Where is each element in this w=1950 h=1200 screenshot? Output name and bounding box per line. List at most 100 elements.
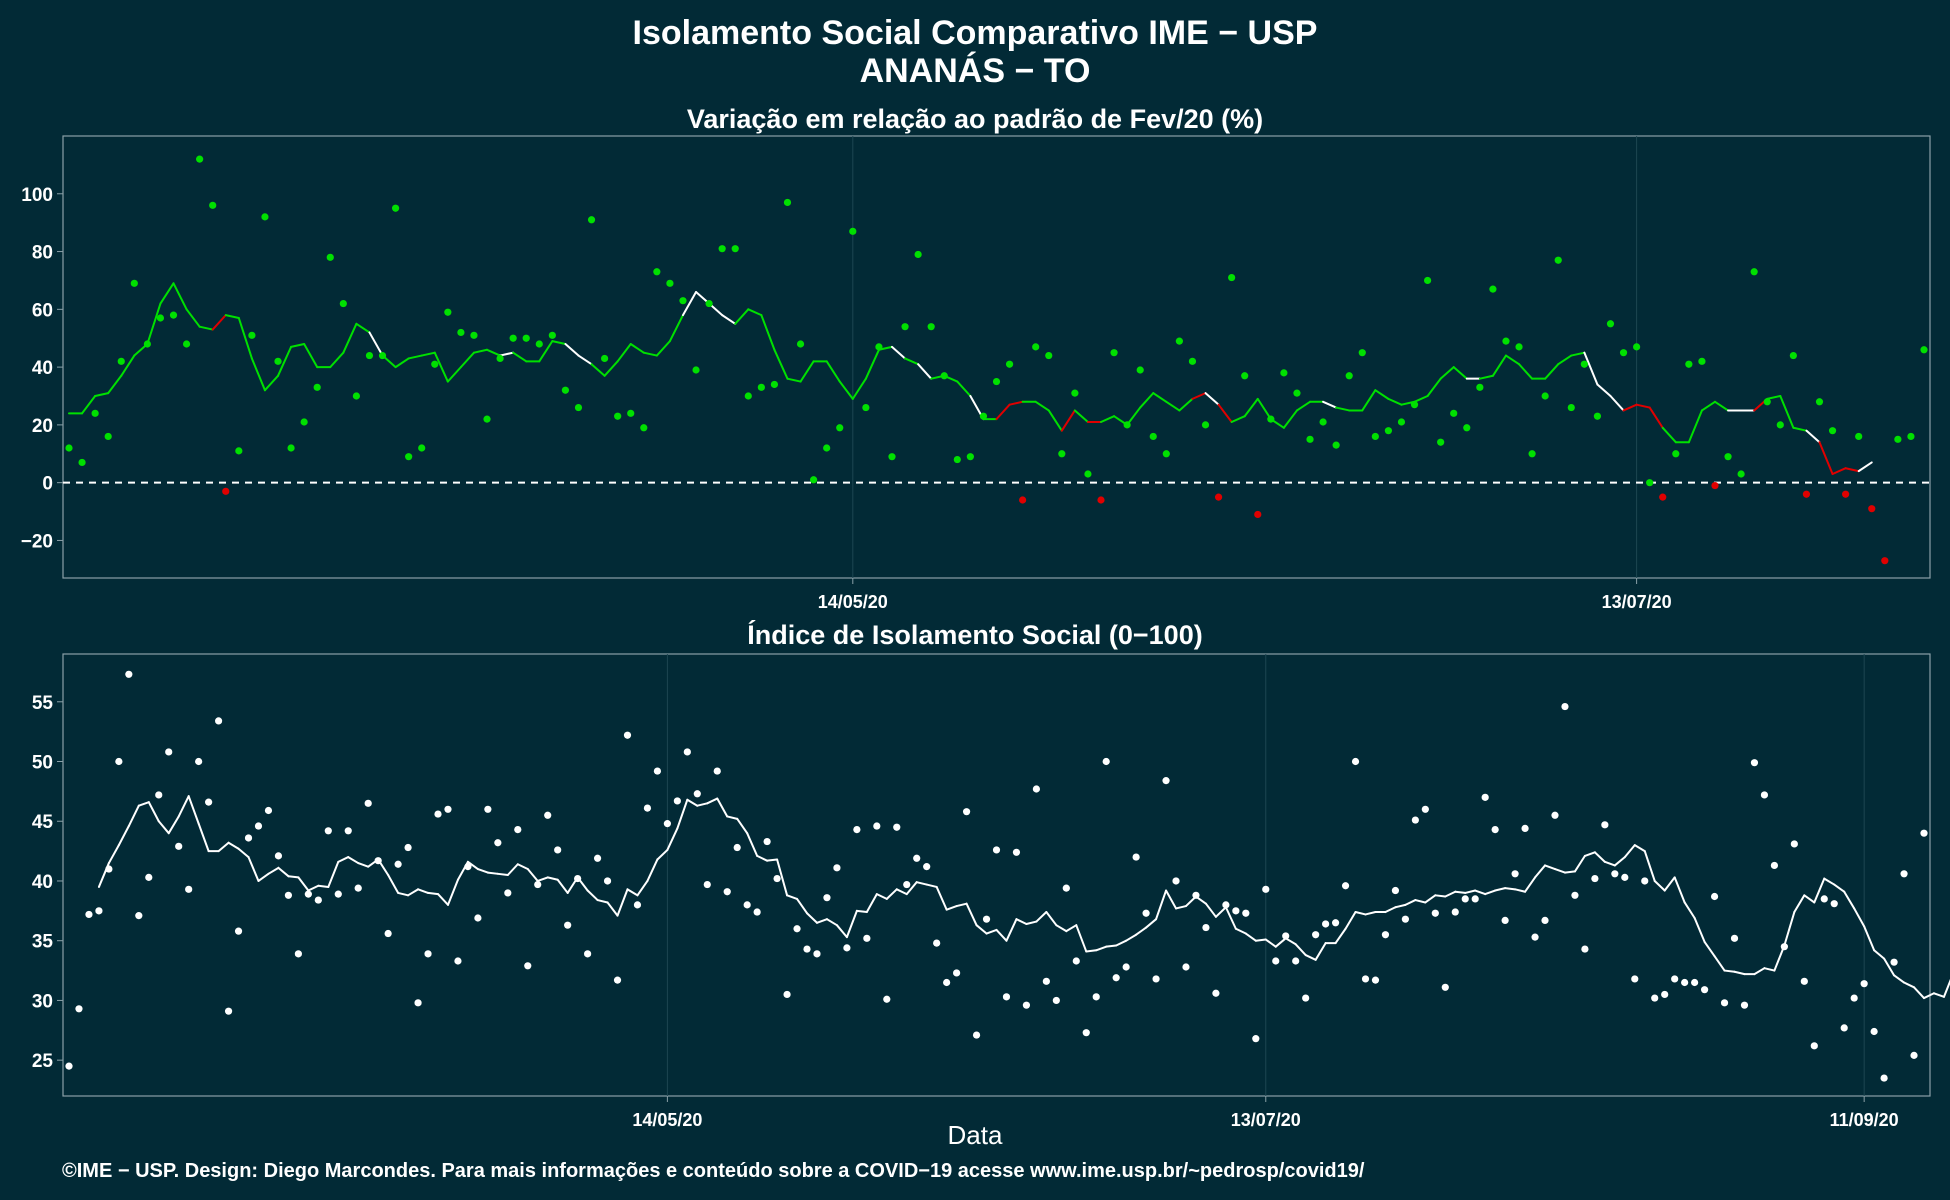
moving-average-segment (1394, 903, 1407, 909)
moving-average-segment (706, 797, 719, 805)
moving-average-segment (1583, 851, 1596, 857)
data-point (1790, 840, 1798, 848)
data-point (893, 823, 901, 831)
moving-average-segment (746, 832, 759, 857)
moving-average-segment (217, 841, 230, 853)
moving-average-segment (1893, 974, 1906, 984)
data-point (222, 487, 230, 495)
data-point (1554, 256, 1562, 264)
data-point (195, 757, 203, 766)
moving-average-segment (1753, 967, 1766, 976)
moving-average-segment (756, 854, 769, 862)
moving-average-segment (1230, 415, 1246, 423)
data-point (1152, 975, 1160, 983)
data-point (692, 366, 700, 374)
data-point (1491, 826, 1499, 834)
moving-average-segment (387, 874, 400, 894)
moving-average-segment (107, 374, 123, 395)
data-point (953, 969, 961, 977)
data-point (1188, 357, 1197, 365)
data-point (135, 912, 143, 920)
data-point (843, 944, 851, 952)
data-point (643, 804, 652, 812)
data-point (91, 409, 99, 417)
data-point (405, 453, 413, 461)
moving-average-segment (367, 858, 380, 868)
data-point (600, 354, 609, 363)
data-point (713, 767, 721, 775)
data-point (1022, 1001, 1031, 1009)
data-point (1698, 357, 1706, 365)
moving-average-segment (1322, 400, 1338, 409)
data-point (1062, 884, 1070, 892)
data-point (1661, 990, 1669, 999)
panel-frame (62, 135, 1931, 579)
data-point (261, 213, 269, 221)
moving-average-segment (185, 308, 201, 328)
data-point (862, 403, 870, 412)
y-tick-label: 0 (42, 474, 53, 495)
moving-average-segment (930, 374, 946, 380)
moving-average-segment (1823, 877, 1836, 886)
data-point (823, 894, 831, 902)
moving-average-segment (1504, 887, 1517, 891)
data-point (703, 880, 711, 889)
data-point (1254, 510, 1262, 519)
y-tick-label: 50 (32, 753, 53, 774)
moving-average-segment (1703, 940, 1716, 958)
moving-average-segment (975, 924, 988, 935)
moving-average-segment (433, 351, 449, 383)
moving-average-segment (1178, 397, 1194, 412)
data-point (1423, 276, 1432, 285)
data-point (1371, 976, 1380, 984)
moving-average-segment (1025, 920, 1038, 925)
data-point (1441, 983, 1449, 991)
data-point (574, 874, 582, 883)
moving-average-segment (825, 360, 841, 383)
moving-average-segment (355, 322, 371, 334)
moving-average-segment (127, 804, 140, 828)
data-point (444, 308, 452, 316)
moving-average-segment (695, 291, 711, 305)
data-point (623, 731, 632, 739)
moving-average-segment (796, 897, 809, 915)
moving-average-segment (564, 343, 580, 357)
moving-average-segment (1524, 876, 1537, 893)
data-point (1567, 403, 1575, 412)
moving-average-segment (917, 363, 933, 380)
data-point (1267, 415, 1275, 423)
data-point (1671, 975, 1679, 983)
moving-average-segment (357, 862, 370, 868)
data-point (1136, 366, 1144, 374)
data-point (796, 340, 805, 348)
data-point (1222, 901, 1230, 909)
moving-average-segment (1763, 967, 1776, 972)
data-point (1192, 891, 1200, 899)
data-point (663, 820, 671, 828)
moving-average-segment (250, 357, 266, 392)
data-point (1381, 931, 1390, 939)
data-point (992, 846, 1001, 854)
moving-average-segment (1100, 415, 1116, 423)
data-point (534, 880, 542, 889)
data-point (1032, 785, 1040, 793)
data-point (143, 340, 151, 348)
data-point (1410, 401, 1419, 409)
moving-average-segment (776, 858, 789, 897)
moving-average-segment (1008, 400, 1024, 406)
data-point (1511, 870, 1519, 878)
moving-average-segment (1857, 461, 1873, 473)
data-point (1760, 791, 1769, 799)
data-point (810, 476, 818, 484)
data-point (434, 810, 442, 818)
moving-average-segment (969, 395, 985, 421)
data-point (1842, 490, 1850, 498)
data-point (1102, 757, 1110, 766)
moving-average-segment (985, 928, 998, 935)
data-point (1528, 450, 1536, 458)
moving-average-segment (472, 348, 489, 354)
data-point (274, 852, 283, 860)
data-point (1019, 496, 1027, 504)
moving-average-segment (1818, 441, 1834, 475)
moving-average-segment (81, 395, 97, 415)
